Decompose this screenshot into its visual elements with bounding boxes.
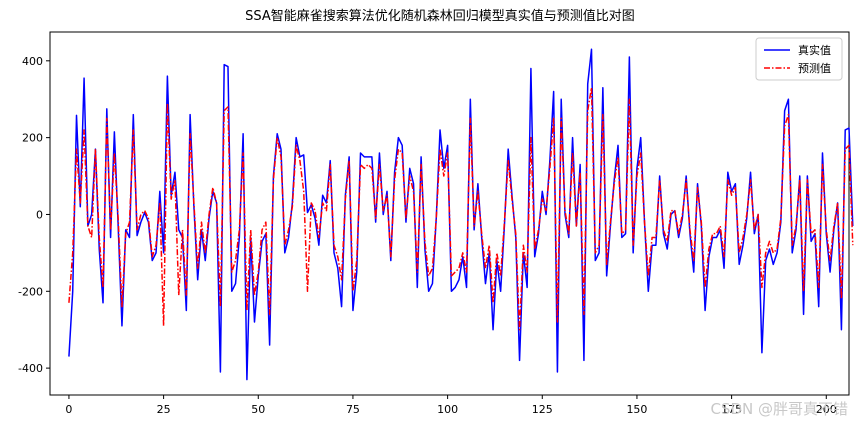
y-tick-label: 0 bbox=[36, 208, 43, 221]
y-tick-label: -400 bbox=[18, 362, 43, 375]
legend-label-1: 真实值 bbox=[798, 43, 831, 57]
x-tick-label: 150 bbox=[626, 403, 647, 416]
y-tick-label: -200 bbox=[18, 285, 43, 298]
chart-title: SSA智能麻雀搜索算法优化随机森林回归模型真实值与预测值比对图 bbox=[245, 8, 635, 24]
series-line-1 bbox=[68, 48, 854, 381]
plot-area bbox=[49, 31, 850, 396]
legend-label-2: 预测值 bbox=[798, 62, 831, 75]
x-tick-label: 125 bbox=[532, 403, 553, 416]
x-tick-label: 50 bbox=[251, 403, 265, 416]
y-tick-label: 200 bbox=[22, 132, 43, 145]
series-layer bbox=[68, 48, 854, 381]
x-tick-label: 75 bbox=[346, 403, 360, 416]
y-tick-label: 400 bbox=[22, 55, 43, 68]
y-axis: -400 -200 0 200 400 bbox=[18, 55, 50, 375]
x-axis: 0 25 50 75 100 125 150 175 200 bbox=[65, 395, 837, 416]
series-line-2 bbox=[68, 86, 854, 331]
watermark: CSDN @胖哥真不错 bbox=[710, 400, 848, 418]
x-tick-label: 100 bbox=[437, 403, 458, 416]
x-tick-label: 0 bbox=[65, 403, 72, 416]
legend-box bbox=[755, 37, 843, 81]
x-tick-label: 175 bbox=[721, 403, 742, 416]
x-tick-label: 200 bbox=[816, 403, 837, 416]
x-tick-label: 25 bbox=[157, 403, 171, 416]
